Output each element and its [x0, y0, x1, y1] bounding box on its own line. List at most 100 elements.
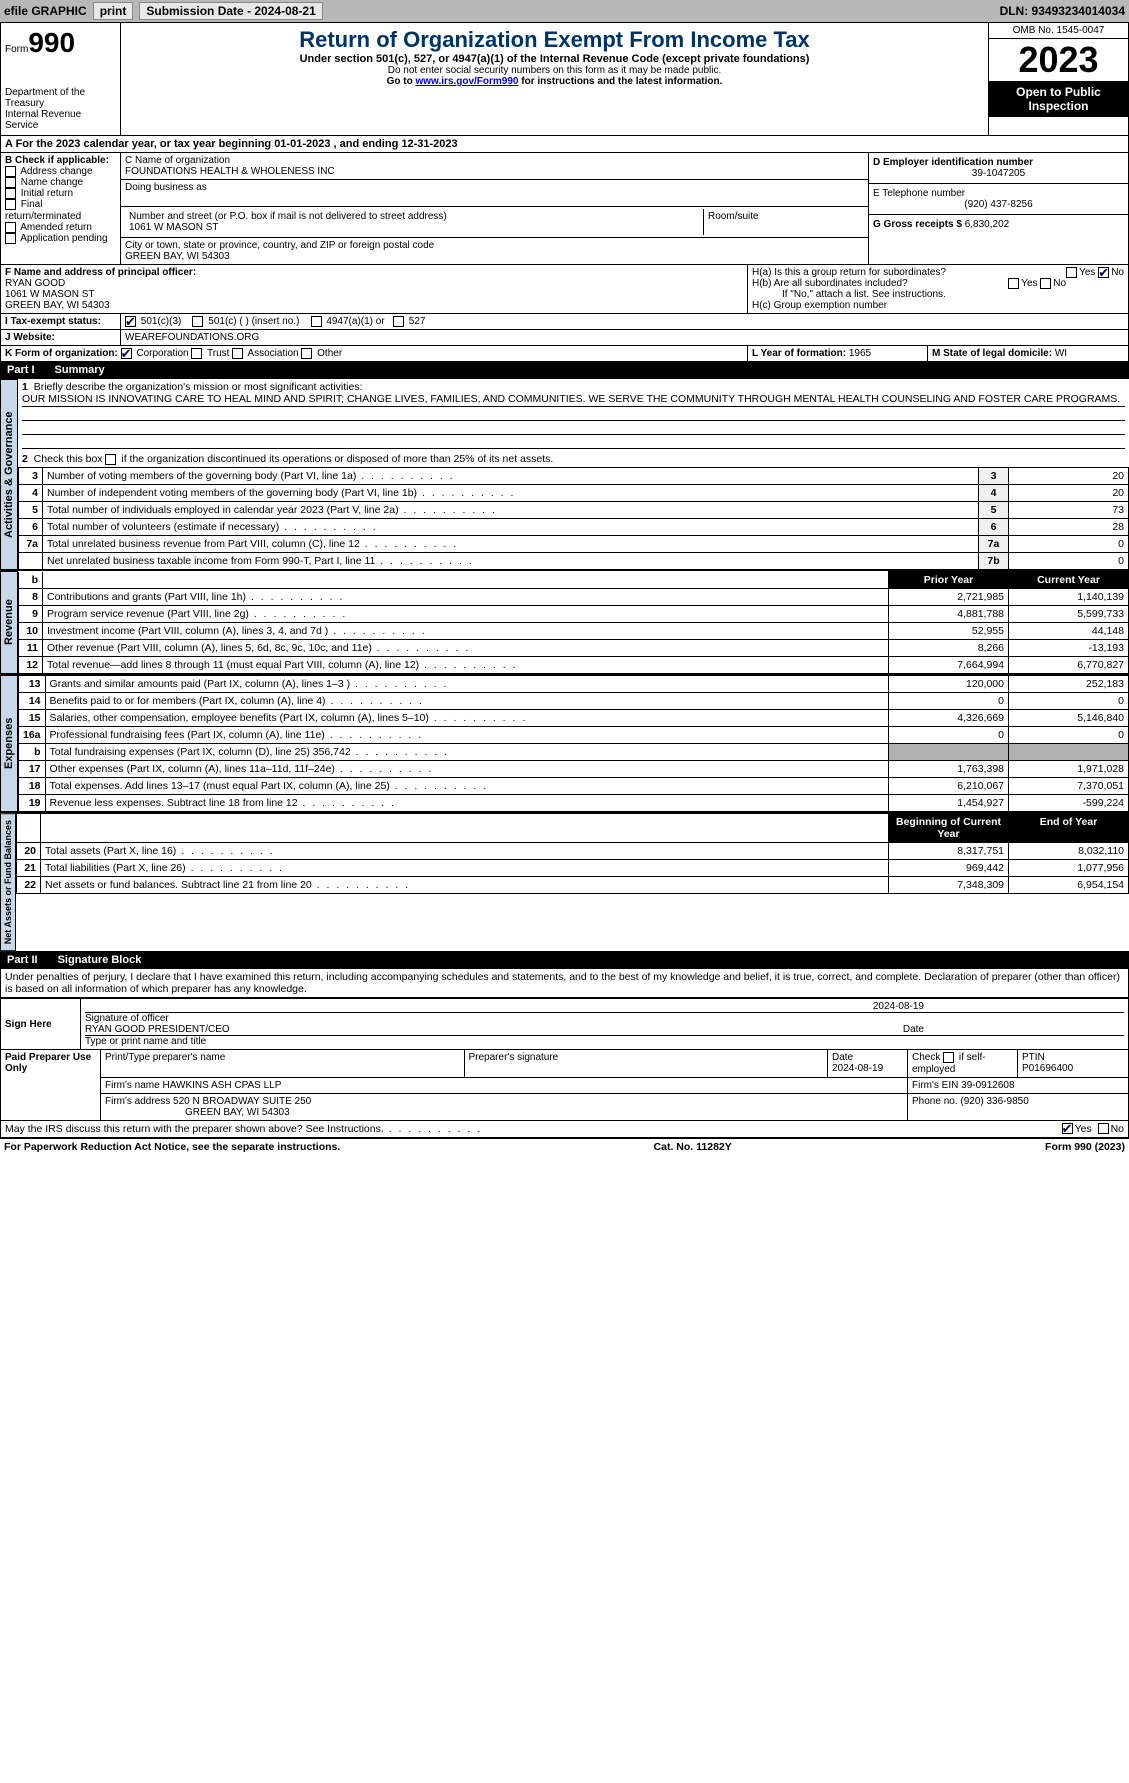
- part1-header: Part I Summary: [0, 362, 1129, 379]
- form-org-label: K Form of organization:: [5, 348, 118, 359]
- form-title: Return of Organization Exempt From Incom…: [129, 27, 980, 53]
- officer-name: RYAN GOOD: [5, 278, 65, 289]
- tab-revenue: Revenue: [0, 571, 18, 674]
- hb-label: H(b) Are all subordinates included?: [752, 278, 908, 289]
- room-label: Room/suite: [708, 211, 759, 222]
- chk-trust[interactable]: [191, 348, 202, 359]
- net-table: Beginning of Current YearEnd of Year 20T…: [16, 813, 1129, 894]
- chk-corp[interactable]: [121, 348, 132, 359]
- section-expenses: Expenses 13Grants and similar amounts pa…: [0, 675, 1129, 813]
- sig-date-top: 2024-08-19: [85, 1001, 1124, 1013]
- firm-name: HAWKINS ASH CPAS LLP: [162, 1080, 281, 1091]
- irs-link[interactable]: www.irs.gov/Form990: [415, 76, 518, 87]
- signature-block: Sign Here 2024-08-19 Signature of office…: [0, 997, 1129, 1120]
- tab-expenses: Expenses: [0, 675, 18, 812]
- chk-address-change[interactable]: [5, 166, 16, 177]
- dba-label: Doing business as: [125, 182, 207, 193]
- rev-h1: Prior Year: [889, 572, 1009, 589]
- open-inspection: Open to Public Inspection: [989, 81, 1128, 117]
- rev-h2: Current Year: [1009, 572, 1129, 589]
- website-label: J Website:: [1, 330, 121, 345]
- city: GREEN BAY, WI 54303: [125, 251, 230, 262]
- officer-city: GREEN BAY, WI 54303: [5, 300, 110, 311]
- line-a: A For the 2023 calendar year, or tax yea…: [0, 136, 1129, 153]
- street-label: Number and street (or P.O. box if mail i…: [129, 211, 447, 222]
- website: WEAREFOUNDATIONS.ORG: [121, 330, 1128, 345]
- chk-discontinued[interactable]: [105, 454, 116, 465]
- perjury-text: Under penalties of perjury, I declare th…: [0, 969, 1129, 997]
- ein: 39-1047205: [873, 168, 1124, 179]
- gross-receipts: 6,830,202: [965, 219, 1010, 230]
- dln-label: DLN: 93493234014034: [1000, 4, 1125, 18]
- footer-center: Cat. No. 11282Y: [654, 1141, 732, 1153]
- tab-netassets: Net Assets or Fund Balances: [0, 813, 16, 951]
- footer-right: Form 990 (2023): [1045, 1141, 1125, 1153]
- discuss-no[interactable]: [1098, 1123, 1109, 1134]
- hb-yes[interactable]: [1008, 278, 1019, 289]
- ha-no[interactable]: [1098, 267, 1109, 278]
- box-b-label: B Check if applicable:: [5, 155, 109, 166]
- ptin: P01696400: [1022, 1063, 1073, 1074]
- street: 1061 W MASON ST: [129, 222, 218, 233]
- year-formation-label: L Year of formation:: [752, 348, 849, 359]
- part1-num: Part I: [7, 364, 35, 376]
- org-name: FOUNDATIONS HEALTH & WHOLENESS INC: [125, 166, 335, 177]
- form-header: Form990 Department of the Treasury Inter…: [0, 22, 1129, 136]
- row-klm: K Form of organization: Corporation Trus…: [0, 346, 1129, 362]
- discuss-text: May the IRS discuss this return with the…: [5, 1123, 384, 1135]
- hb-note: If "No," attach a list. See instructions…: [752, 289, 946, 300]
- header-grid: B Check if applicable: Address change Na…: [0, 153, 1129, 265]
- gov-table: 3Number of voting members of the governi…: [18, 467, 1129, 570]
- sig-name-label: Type or print name and title: [85, 1036, 206, 1047]
- section-netassets: Net Assets or Fund Balances Beginning of…: [0, 813, 1129, 952]
- print-button[interactable]: print: [93, 2, 134, 20]
- row-i: I Tax-exempt status: 501(c)(3) 501(c) ( …: [0, 314, 1129, 330]
- part2-title: Signature Block: [58, 954, 142, 966]
- tax-status-label: I Tax-exempt status:: [1, 314, 121, 329]
- chk-final-return[interactable]: [5, 199, 16, 210]
- hb-no[interactable]: [1040, 278, 1051, 289]
- dept-label: Department of the Treasury Internal Reve…: [5, 87, 116, 131]
- city-label: City or town, state or province, country…: [125, 240, 434, 251]
- domicile: WI: [1055, 348, 1067, 359]
- sign-here-label: Sign Here: [1, 999, 81, 1049]
- chk-self-employed[interactable]: [943, 1052, 954, 1063]
- firm-addr2: GREEN BAY, WI 54303: [105, 1107, 290, 1118]
- gross-label: G Gross receipts $: [873, 219, 962, 230]
- chk-app-pending[interactable]: [5, 233, 16, 244]
- chk-assoc[interactable]: [232, 348, 243, 359]
- prep-date: 2024-08-19: [832, 1063, 883, 1074]
- net-h2: End of Year: [1009, 814, 1129, 843]
- domicile-label: M State of legal domicile:: [932, 348, 1055, 359]
- efile-topbar: efile GRAPHIC print Submission Date - 20…: [0, 0, 1129, 22]
- sig-officer-label: Signature of officer: [85, 1013, 169, 1024]
- row-fh: F Name and address of principal officer:…: [0, 265, 1129, 314]
- rev-table: bPrior YearCurrent Year 8Contributions a…: [18, 571, 1129, 674]
- chk-other[interactable]: [301, 348, 312, 359]
- efile-label: efile GRAPHIC: [4, 4, 87, 18]
- section-governance: Activities & Governance 1 Briefly descri…: [0, 379, 1129, 571]
- box-c: C Name of organization FOUNDATIONS HEALT…: [121, 153, 868, 264]
- section-revenue: Revenue bPrior YearCurrent Year 8Contrib…: [0, 571, 1129, 675]
- submission-date: Submission Date - 2024-08-21: [139, 2, 322, 20]
- footer-left: For Paperwork Reduction Act Notice, see …: [4, 1141, 340, 1153]
- box-deg: D Employer identification number39-10472…: [868, 153, 1128, 264]
- chk-501c[interactable]: [192, 316, 203, 327]
- row-j: J Website: WEAREFOUNDATIONS.ORG: [0, 330, 1129, 346]
- ha-label: H(a) Is this a group return for subordin…: [752, 267, 946, 278]
- ha-yes[interactable]: [1066, 267, 1077, 278]
- part2-header: Part II Signature Block: [0, 952, 1129, 969]
- chk-4947[interactable]: [311, 316, 322, 327]
- discuss-yes[interactable]: [1062, 1123, 1073, 1134]
- prep-name-label: Print/Type preparer's name: [101, 1050, 465, 1076]
- discuss-row: May the IRS discuss this return with the…: [0, 1121, 1129, 1138]
- chk-527[interactable]: [393, 316, 404, 327]
- chk-amended[interactable]: [5, 222, 16, 233]
- phone-label: E Telephone number: [873, 188, 965, 199]
- form-number: 990: [28, 27, 75, 58]
- sig-date-label: Date: [903, 1024, 924, 1035]
- chk-initial-return[interactable]: [5, 188, 16, 199]
- chk-name-change[interactable]: [5, 177, 16, 188]
- tax-year: 2023: [989, 39, 1128, 81]
- chk-501c3[interactable]: [125, 316, 136, 327]
